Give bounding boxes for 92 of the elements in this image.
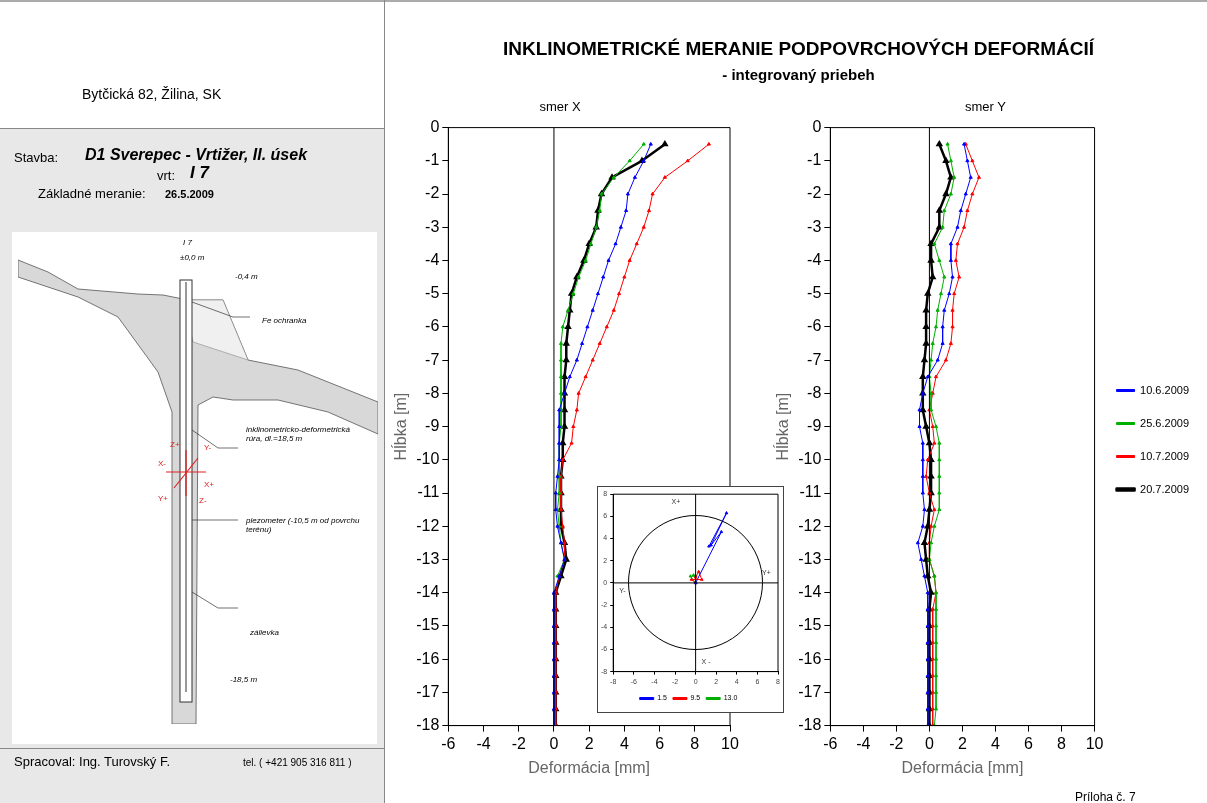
y-tick-label: -5 [807, 284, 822, 302]
y-tick-label: -16 [798, 649, 822, 667]
text: 26.5.2009 [165, 188, 214, 200]
y-tick-label: -18 [416, 716, 440, 734]
text: I 7 [190, 163, 209, 183]
chart-title: smer X [539, 99, 581, 115]
y-tick-label: -14 [798, 583, 822, 601]
x-tick-label: 8 [1057, 734, 1067, 752]
y-tick-label: -7 [425, 350, 440, 368]
text: zálievka [250, 628, 279, 637]
x-tick-label: 4 [991, 734, 1001, 752]
x-axis-title: Deformácia [mm] [528, 758, 651, 776]
x-tick-label: -6 [823, 734, 838, 752]
y-tick-label: -17 [798, 682, 822, 700]
chart-title: smer Y [965, 99, 1007, 115]
text: - integrovaný priebeh [721, 66, 876, 83]
y-tick-label: -6 [807, 317, 822, 335]
x-tick-label: 6 [655, 734, 665, 752]
y-tick-label: -10 [416, 450, 440, 468]
y-tick-label: -4 [807, 250, 822, 268]
x-tick-label: -2 [511, 734, 526, 752]
x-tick-label: 2 [584, 734, 594, 752]
x-tick-label: 6 [1024, 734, 1034, 752]
y-tick-label: -15 [798, 616, 822, 634]
y-tick-label: -1 [425, 151, 440, 169]
legend-label: 20.7.2009 [1140, 482, 1189, 495]
text: X- [158, 459, 166, 468]
x-tick-label: 2 [957, 734, 967, 752]
y-tick-label: -3 [807, 217, 822, 235]
y-tick-label: -9 [425, 417, 440, 435]
x-tick-label: 10 [721, 734, 739, 752]
y-tick-label: -12 [798, 516, 822, 534]
y-tick-label: -14 [416, 583, 440, 601]
legend-label: 25.6.2009 [1140, 416, 1189, 429]
y-tick-label: -8 [807, 383, 822, 401]
text: piezometer (-10,5 m od povrchu terénu) [246, 516, 361, 535]
y-tick-label: -1 [807, 151, 822, 169]
text: -18,5 m [230, 675, 258, 684]
text: Z- [199, 496, 207, 505]
x-tick-label: 4 [619, 734, 629, 752]
y-tick-label: -2 [425, 184, 440, 202]
y-tick-label: -10 [798, 450, 822, 468]
x-tick-label: 0 [924, 734, 934, 752]
y-tick-label: -13 [416, 549, 440, 567]
text: Fe ochranka [262, 316, 307, 325]
text: Príloha č. 7 [1075, 790, 1136, 803]
text: Z+ [170, 440, 180, 449]
text: Bytčická 82, Žilina, SK [82, 86, 222, 102]
text: ±0,0 m [180, 253, 205, 262]
x-tick-label: -4 [856, 734, 871, 752]
x-tick-label: 10 [1085, 734, 1104, 752]
y-tick-label: -5 [425, 284, 440, 302]
text: vrt: [157, 168, 176, 183]
y-tick-label: -3 [425, 217, 440, 235]
x-tick-label: 0 [549, 734, 559, 752]
y-tick-label: -18 [798, 716, 822, 734]
text: inklinometricko-deformetrická rúra, dl.=18,5 m [246, 425, 352, 444]
y-tick-label: -9 [807, 417, 822, 435]
y-tick-label: -11 [417, 483, 440, 501]
text: X+ [204, 480, 215, 489]
text: Základné meranie: [38, 186, 146, 201]
x-tick-label: -4 [476, 734, 491, 752]
x-axis-title: Deformácia [mm] [901, 758, 1024, 776]
text: Y+ [158, 494, 169, 503]
y-tick-label: 0 [430, 118, 440, 136]
y-tick-label: -11 [799, 483, 822, 501]
text: Stavba: [14, 150, 59, 165]
x-tick-label: -6 [441, 734, 456, 752]
y-tick-label: -6 [425, 317, 440, 335]
y-tick-label: 0 [812, 118, 822, 136]
text: Y- [204, 443, 212, 452]
text: Spracoval: Ing. Turovský F. [14, 754, 171, 769]
x-tick-label: 8 [690, 734, 700, 752]
legend-label: 10.7.2009 [1140, 449, 1189, 462]
y-axis-title: Hĺbka [m] [391, 392, 410, 461]
y-tick-label: -2 [807, 184, 822, 202]
text: I 7 [183, 238, 192, 247]
legend-label: 10.6.2009 [1140, 383, 1189, 396]
text: D1 Sverepec - Vrtižer, II. úsek [85, 146, 308, 164]
text: tel. ( +421 905 316 811 ) [243, 757, 352, 768]
y-tick-label: -4 [425, 250, 440, 268]
y-tick-label: -12 [416, 516, 440, 534]
x-tick-label: -2 [889, 734, 904, 752]
y-tick-label: -13 [798, 549, 822, 567]
y-tick-label: -15 [416, 616, 440, 634]
text: INKLINOMETRICKÉ MERANIE PODPOVRCHOVÝCH DEFORMÁCIÍ [501, 38, 1096, 60]
y-tick-label: -8 [425, 383, 440, 401]
y-tick-label: -7 [807, 350, 822, 368]
y-tick-label: -17 [416, 682, 440, 700]
y-axis-title: Hĺbka [m] [773, 392, 792, 461]
text: -0,4 m [235, 272, 258, 281]
y-tick-label: -16 [416, 649, 440, 667]
